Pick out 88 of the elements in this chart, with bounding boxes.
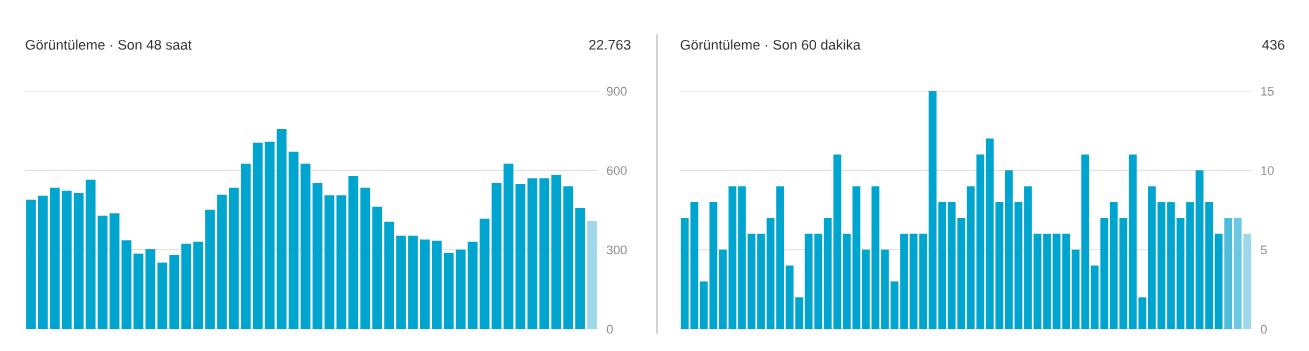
bar (515, 184, 526, 329)
bar (575, 207, 585, 329)
bar (431, 240, 442, 329)
bar (97, 215, 108, 329)
bar (348, 175, 359, 329)
bar (300, 163, 311, 329)
bar (1195, 170, 1204, 329)
bar (1004, 170, 1013, 329)
chart-title: Görüntüleme · Son 48 saat (25, 39, 192, 50)
bar (539, 178, 550, 329)
bar (871, 186, 880, 329)
bar (1157, 202, 1166, 329)
y-tick-label: 600 (606, 166, 627, 175)
bar (288, 151, 299, 329)
bar (169, 254, 180, 329)
bar (1062, 233, 1071, 329)
bar (49, 187, 60, 329)
bar (205, 209, 215, 329)
bar (360, 187, 371, 329)
bar (503, 163, 514, 329)
bar (890, 281, 899, 329)
bar (396, 235, 406, 329)
bar (1147, 186, 1156, 329)
bar (757, 233, 765, 329)
bar (443, 252, 454, 329)
bar (491, 183, 502, 329)
bar (85, 179, 96, 329)
y-tick-label: 0 (606, 324, 613, 334)
chart-title: Görüntüleme · Son 60 dakika (680, 39, 861, 50)
bar (1176, 217, 1185, 329)
bar (467, 241, 478, 329)
bar (587, 221, 597, 329)
bar (1043, 233, 1051, 329)
bar (1205, 202, 1214, 329)
bar (1167, 202, 1175, 329)
bar (252, 142, 263, 329)
bar (900, 233, 908, 329)
bar (1243, 233, 1252, 329)
bar (121, 240, 132, 329)
bar (776, 186, 785, 329)
bar (336, 195, 347, 329)
bar (1024, 186, 1032, 329)
bar (276, 129, 287, 329)
bar (861, 249, 870, 329)
bar (26, 199, 36, 329)
bar (766, 217, 775, 329)
bar (38, 195, 48, 329)
bar (73, 193, 84, 329)
text: 436 (1262, 39, 1285, 50)
y-tick-label: 900 (606, 86, 627, 96)
bar (240, 163, 251, 329)
bar (217, 194, 227, 329)
bar (919, 233, 928, 329)
bar (193, 241, 203, 329)
y-tick-label: 0 (1260, 324, 1267, 334)
bar (563, 186, 574, 329)
bar (324, 195, 335, 329)
y-tick-label: 5 (1260, 245, 1267, 255)
bar (728, 186, 737, 329)
bar (479, 218, 490, 329)
bar (527, 178, 538, 329)
bar (881, 249, 889, 329)
bar (551, 175, 562, 329)
bar (181, 243, 192, 329)
bar (109, 213, 120, 329)
bar (145, 249, 156, 329)
bar (1186, 202, 1194, 329)
bar (372, 206, 383, 329)
bar (455, 249, 466, 329)
bar (1214, 233, 1223, 329)
text: 22.763 (589, 39, 631, 50)
bar (264, 141, 275, 329)
bar (1224, 217, 1233, 329)
bar (408, 235, 418, 329)
bar (312, 183, 323, 329)
bar (133, 253, 144, 329)
bar (1014, 202, 1023, 329)
y-tick-label: 15 (1261, 86, 1274, 96)
bar (738, 186, 746, 329)
y-tick-label: 300 (606, 245, 627, 255)
bar (1233, 217, 1242, 329)
bar (229, 187, 239, 329)
bar (61, 190, 72, 329)
bar (420, 239, 430, 329)
bar (157, 262, 168, 329)
bar (384, 221, 394, 329)
bar (718, 249, 727, 329)
y-tick-label: 10 (1261, 166, 1274, 175)
